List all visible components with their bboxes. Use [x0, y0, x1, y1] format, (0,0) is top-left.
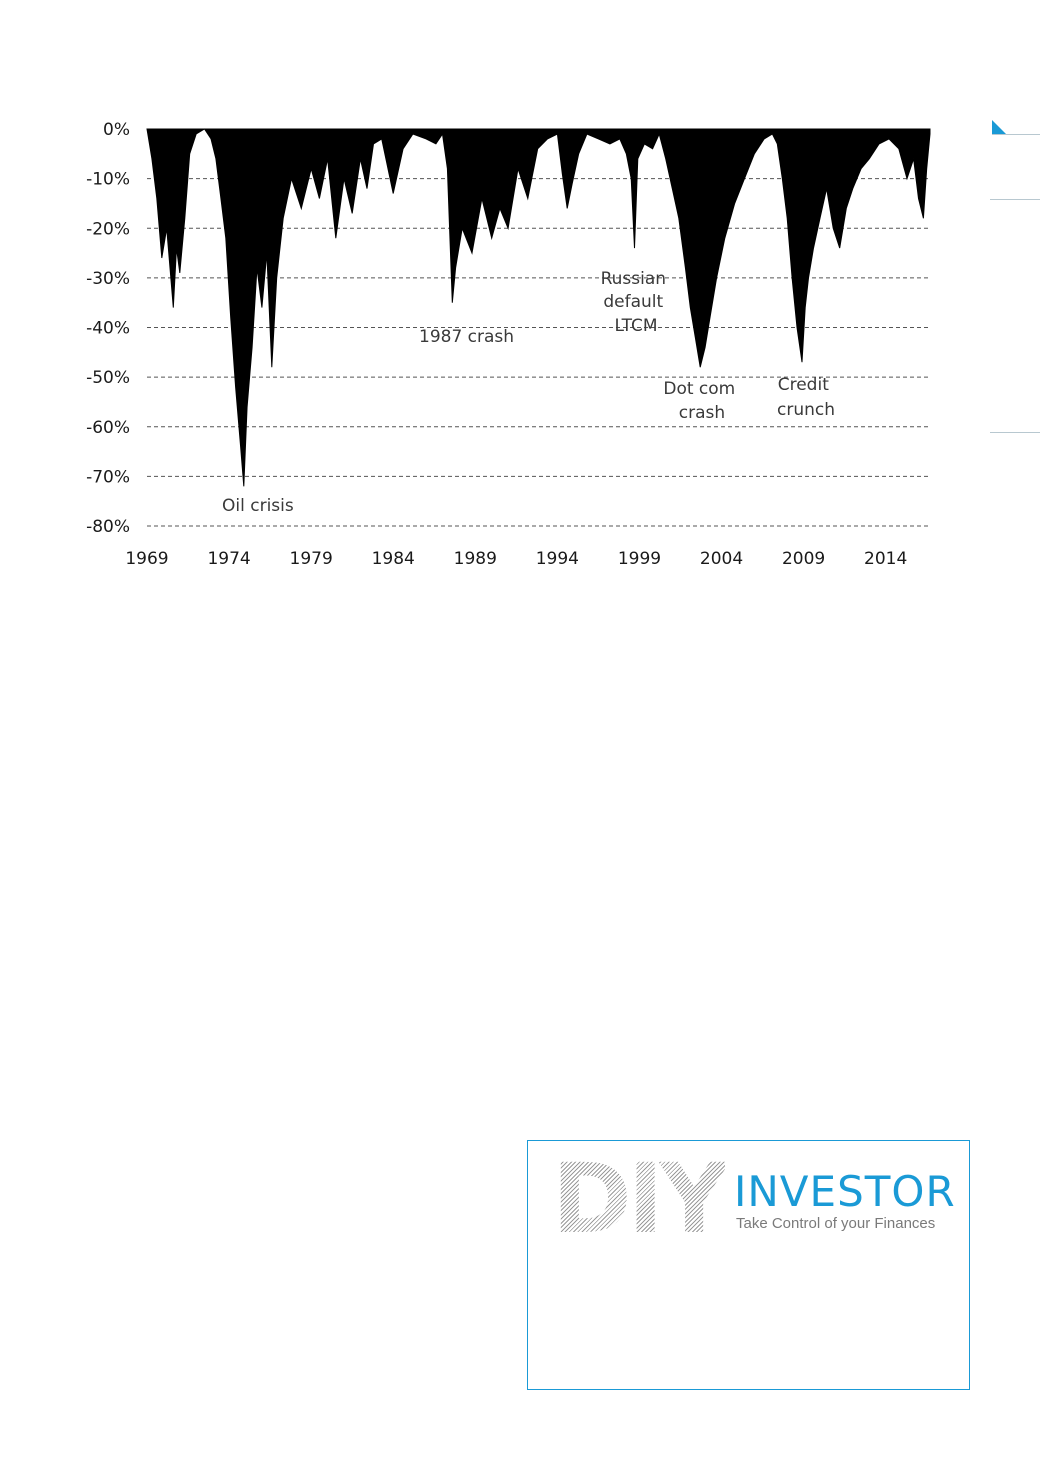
- x-tick-label: 1989: [454, 549, 497, 569]
- x-tick-label: 2014: [864, 549, 907, 569]
- corner-triangle-icon: [992, 120, 1006, 134]
- annotations: Oil crisis 1987 crash Russian default LT…: [222, 269, 835, 516]
- y-tick-label: -40%: [86, 319, 130, 339]
- diy-investor-logo: DIY INVESTOR Take Control of your Financ…: [527, 1140, 970, 1390]
- annotation-russian-default: Russian default LTCM: [601, 269, 672, 336]
- annotation-credit-line-2: crunch: [777, 400, 835, 420]
- logo-diy-text: DIY: [552, 1143, 729, 1255]
- y-tick-label: -50%: [86, 368, 130, 388]
- y-tick-label: -30%: [86, 269, 130, 289]
- annotation-dot-com-line-2: crash: [679, 403, 725, 423]
- x-axis-ticks: 1969 1974 1979 1984 1989 1994 1999 2004 2009 2014: [125, 549, 907, 569]
- y-tick-label: -10%: [86, 170, 130, 190]
- annotation-dot-com-line-1: Dot com: [663, 379, 735, 399]
- logo-investor-text: INVESTOR: [734, 1167, 956, 1216]
- y-tick-label: 0%: [103, 120, 130, 140]
- divider-line: [992, 134, 1040, 135]
- divider-line: [990, 432, 1040, 433]
- annotation-russian-line-1: Russian: [601, 269, 666, 289]
- x-tick-label: 2009: [782, 549, 825, 569]
- annotation-credit-line-1: Credit: [778, 375, 829, 395]
- x-tick-label: 1979: [290, 549, 333, 569]
- annotation-russian-line-3: LTCM: [614, 316, 657, 336]
- x-tick-label: 1969: [125, 549, 168, 569]
- y-tick-label: -20%: [86, 219, 130, 239]
- annotation-russian-line-2: default: [603, 292, 663, 312]
- y-tick-label: -70%: [86, 467, 130, 487]
- y-tick-label: -80%: [86, 517, 130, 537]
- x-tick-label: 1974: [207, 549, 250, 569]
- annotation-1987-crash: 1987 crash: [419, 327, 514, 347]
- y-axis-ticks: 0% -10% -20% -30% -40% -50% -60% -70% -80%: [86, 120, 130, 537]
- x-tick-label: 1984: [372, 549, 415, 569]
- drawdown-chart: 0%-10%-20%-30%-40%-50%-60%-70%-80% 1969 1…: [86, 120, 1006, 569]
- x-tick-label: 2004: [700, 549, 743, 569]
- x-tick-label: 1999: [618, 549, 661, 569]
- drawdown-area: [146, 128, 931, 487]
- logo-tagline: Take Control of your Finances: [736, 1215, 936, 1232]
- x-tick-label: 1994: [536, 549, 579, 569]
- divider-line: [990, 199, 1040, 200]
- y-tick-label: -60%: [86, 418, 130, 438]
- annotation-dot-com-crash: Dot com crash: [663, 379, 740, 423]
- annotation-oil-crisis: Oil crisis: [222, 496, 294, 516]
- annotation-credit-crunch: Credit crunch: [777, 375, 835, 420]
